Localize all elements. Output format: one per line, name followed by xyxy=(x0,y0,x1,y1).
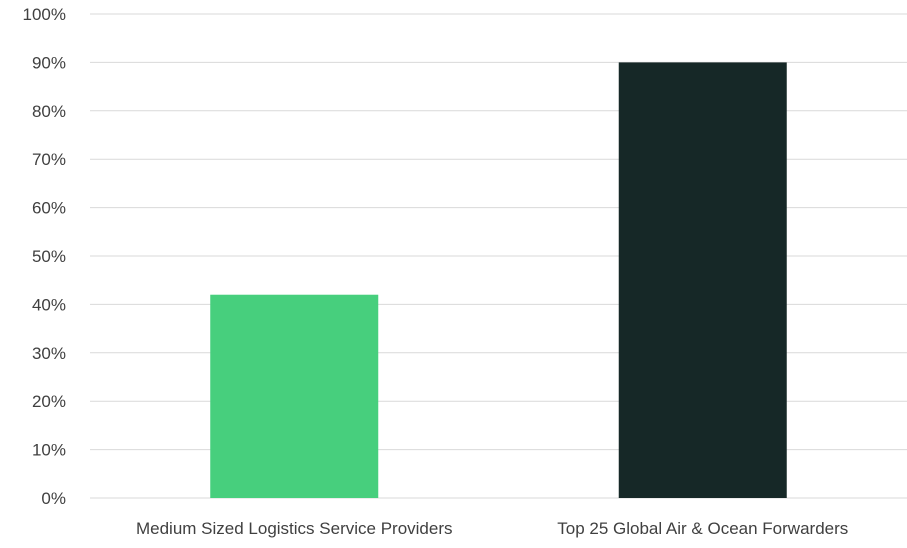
y-axis-tick-labels: 0% 10% 20% 30% 40% 50% 60% 70% 80% 90% 100% xyxy=(23,5,66,508)
y-tick-label: 70% xyxy=(32,150,66,169)
y-tick-label: 100% xyxy=(23,5,66,24)
x-category-label: Top 25 Global Air & Ocean Forwarders xyxy=(557,519,848,538)
bars xyxy=(210,62,787,499)
y-tick-label: 80% xyxy=(32,102,66,121)
y-tick-label: 30% xyxy=(32,344,66,363)
y-tick-label: 60% xyxy=(32,199,66,218)
x-category-label: Medium Sized Logistics Service Providers xyxy=(136,519,453,538)
y-tick-label: 0% xyxy=(41,489,66,508)
bar-1 xyxy=(210,294,379,498)
y-tick-label: 50% xyxy=(32,247,66,266)
x-axis-category-labels: Medium Sized Logistics Service Providers… xyxy=(136,519,848,538)
y-tick-label: 10% xyxy=(32,441,66,460)
y-tick-label: 20% xyxy=(32,392,66,411)
y-tick-label: 40% xyxy=(32,295,66,314)
bar-2 xyxy=(618,62,787,499)
y-tick-label: 90% xyxy=(32,53,66,72)
